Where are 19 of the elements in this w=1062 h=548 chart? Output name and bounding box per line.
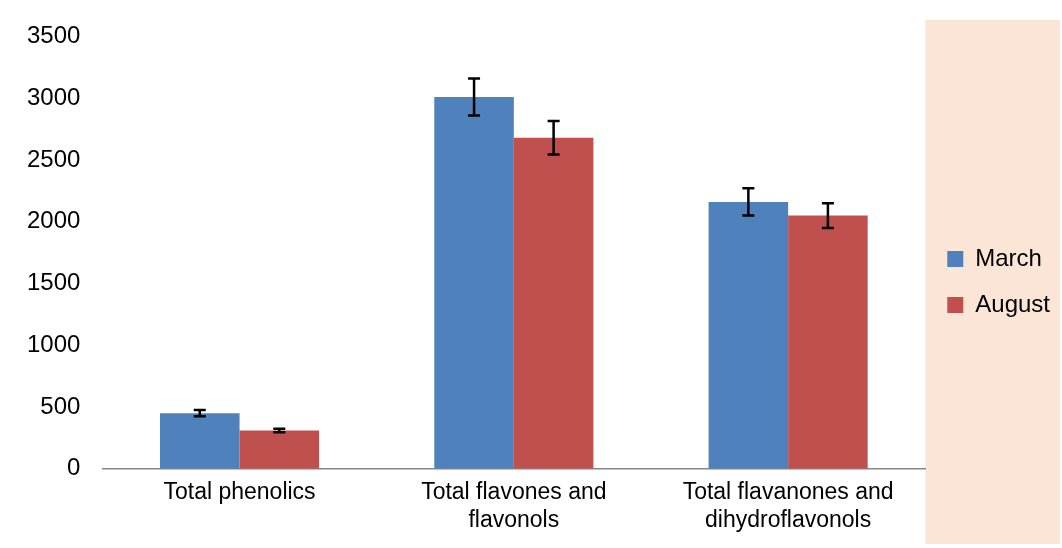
bar	[513, 137, 594, 469]
x-tick-label: Total flavones and flavonols	[421, 477, 607, 532]
bar	[159, 413, 240, 469]
y-tick-label: 3000	[27, 82, 81, 110]
y-tick-label: 1000	[27, 329, 81, 357]
x-tick-label: Total flavanones and dihydroflavonols	[682, 477, 894, 532]
y-tick-label: 2500	[27, 144, 81, 172]
y-tick-label: 3500	[27, 21, 81, 49]
bar	[788, 215, 868, 469]
y-tick-label: 2000	[27, 206, 81, 234]
y-tick-label: 1500	[27, 268, 81, 296]
legend-label: March	[975, 243, 1042, 271]
y-tick-label: 0	[67, 453, 81, 481]
legend-label: August	[975, 289, 1051, 317]
bar	[434, 96, 514, 469]
bar	[239, 430, 320, 469]
bar	[708, 201, 789, 469]
y-tick-label: 500	[40, 391, 81, 419]
x-tick-label: Total phenolics	[163, 477, 316, 504]
